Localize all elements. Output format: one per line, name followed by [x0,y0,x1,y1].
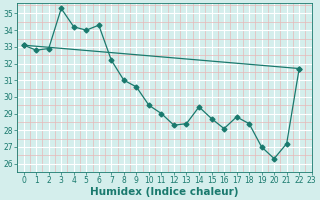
X-axis label: Humidex (Indice chaleur): Humidex (Indice chaleur) [90,187,239,197]
